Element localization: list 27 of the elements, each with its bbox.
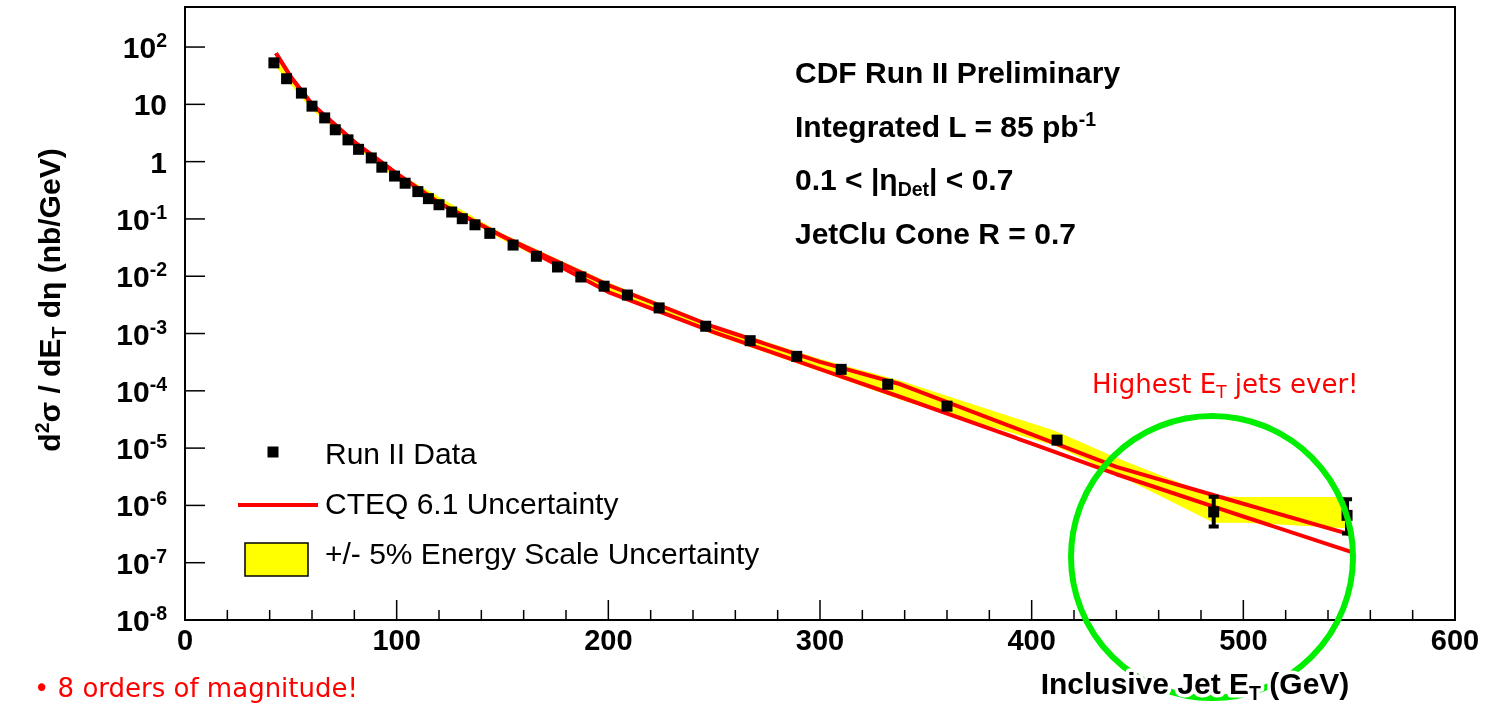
- y-tick-label: 10$^{-4}$: [116, 372, 168, 408]
- annotation: CDF Run II Preliminary: [795, 56, 1121, 89]
- legend-label: Run II Data: [325, 437, 478, 470]
- legend-label: CTEQ 6.1 Uncertainty: [325, 487, 619, 520]
- x-tick-label: 600: [1430, 624, 1480, 656]
- y-tick-label: 10$^{-3}$: [116, 315, 168, 351]
- legend-label: +/- 5% Energy Scale Uncertainty: [325, 537, 760, 570]
- x-tick-label: 200: [584, 624, 633, 656]
- y-tick-label: 10$^{-2}$: [116, 258, 168, 294]
- x-tick-label: 400: [1007, 624, 1056, 656]
- y-tick-label: 10$^{-6}$: [116, 487, 168, 523]
- y-tick-label: 10$^{-5}$: [116, 430, 168, 466]
- annotation: 0.1 < |η$_{Det}$| < 0.7: [795, 163, 1014, 200]
- x-tick-label: 500: [1219, 624, 1268, 656]
- y-tick-label: 10$^{-7}$: [116, 544, 167, 580]
- y-tick-label: 10$^{2}$: [122, 29, 168, 65]
- annotation: Highest E$_{T}$ jets ever!: [1092, 369, 1359, 403]
- annotation: Integrated L = 85 pb$^{-1}$: [795, 107, 1097, 143]
- y-tick-label: 10$^{-8}$: [116, 602, 168, 637]
- x-tick-label: 100: [372, 624, 421, 656]
- text: • 8 orders of magnitude!: [34, 673, 358, 703]
- y-tick-label: 10: [133, 88, 167, 122]
- y-tick-label: 1: [150, 145, 167, 179]
- x-tick-label: 0: [176, 624, 194, 656]
- y-tick-label: 10$^{-1}$: [116, 200, 168, 236]
- x-tick-label: 300: [795, 624, 845, 656]
- annotation: JetClu Cone R = 0.7: [795, 216, 1076, 250]
